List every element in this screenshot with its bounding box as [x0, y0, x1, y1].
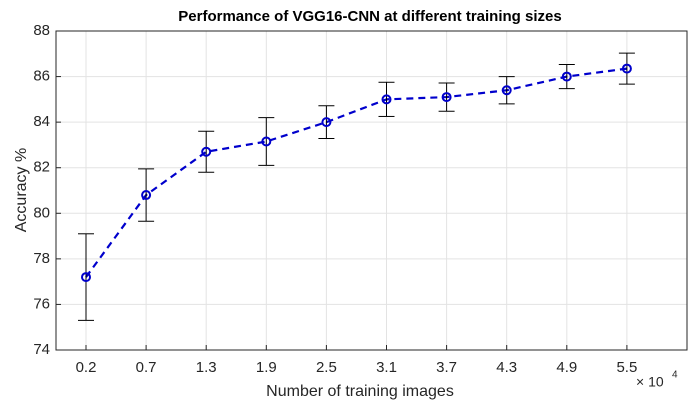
- x-axis-label: Number of training images: [266, 383, 454, 400]
- x-tick-label: 3.7: [436, 359, 457, 376]
- x-tick-label: 0.2: [76, 359, 97, 376]
- x-tick-label: 5.5: [616, 359, 637, 376]
- y-tick-label: 86: [33, 68, 50, 85]
- y-tick-label: 84: [33, 113, 50, 130]
- marker: [621, 63, 632, 74]
- y-tick-label: 74: [33, 341, 50, 358]
- marker: [261, 136, 272, 147]
- x-multiplier-exponent: 4: [672, 370, 678, 381]
- y-tick-label: 88: [33, 22, 50, 39]
- y-axis-label: Accuracy %: [13, 148, 30, 232]
- marker: [141, 190, 152, 201]
- x-tick-label: 1.9: [256, 359, 277, 376]
- x-tick-label: 0.7: [136, 359, 157, 376]
- marker: [441, 92, 452, 103]
- x-tick-label: 2.5: [316, 359, 337, 376]
- y-tick-label: 78: [33, 250, 50, 267]
- chart-title: Performance of VGG16-CNN at different tr…: [178, 8, 561, 25]
- marker: [381, 94, 392, 105]
- marker: [201, 146, 212, 157]
- marker: [81, 272, 91, 283]
- marker: [501, 85, 512, 96]
- x-multiplier: × 10: [636, 374, 664, 390]
- x-tick-label: 4.3: [496, 359, 517, 376]
- y-tick-label: 76: [33, 295, 50, 312]
- marker: [561, 71, 572, 82]
- x-tick-label: 4.9: [556, 359, 577, 376]
- y-tick-label: 82: [33, 159, 50, 176]
- y-tick-label: 80: [33, 204, 50, 221]
- marker: [321, 117, 332, 128]
- x-tick-label: 3.1: [376, 359, 397, 376]
- series-line: [85, 67, 628, 278]
- x-tick-label: 1.3: [196, 359, 217, 376]
- plot-frame: [55, 30, 688, 351]
